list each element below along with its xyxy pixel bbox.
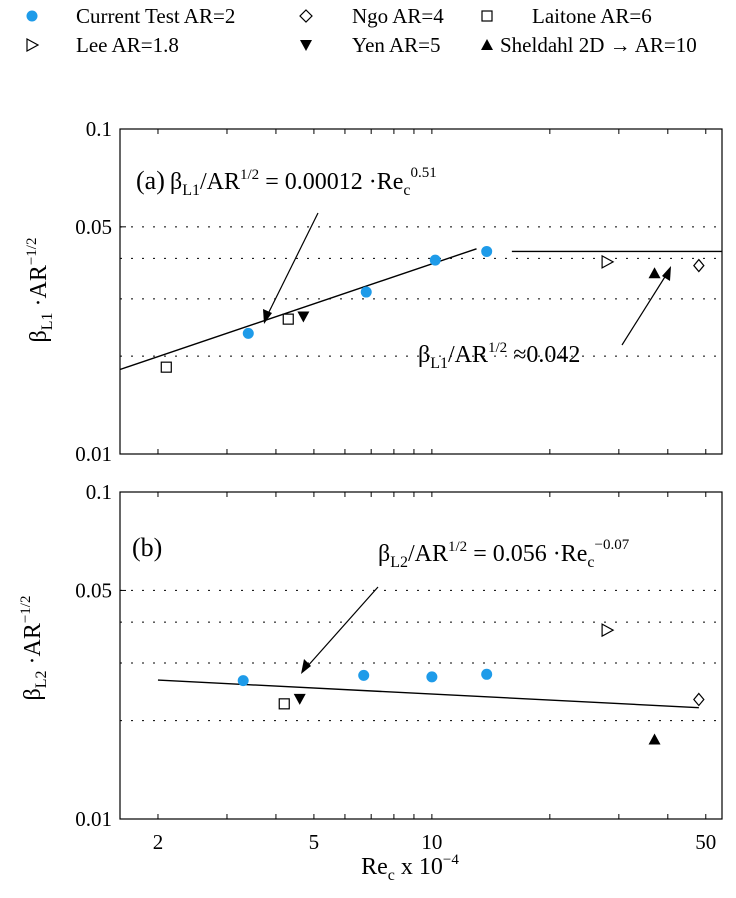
y-tick-label: 0.01	[75, 442, 112, 466]
y-tick-label: 0.05	[75, 215, 112, 239]
data-point-sheldahl	[648, 733, 661, 745]
panel-b-fit-lines	[157, 679, 699, 709]
panel-a-approx-arrow	[621, 266, 671, 346]
panel-b-fit-arrow	[301, 586, 379, 674]
legend-marker-diamond	[299, 9, 313, 23]
panel-a-marks	[160, 245, 705, 373]
data-point-lee	[601, 623, 615, 638]
legend-label: Lee AR=1.8	[76, 33, 179, 57]
legend-item-ngo: Ngo AR=4	[299, 4, 444, 28]
data-point-lee	[601, 254, 615, 269]
legend-marker-triangle-up	[481, 39, 493, 50]
y-tick-label: 0.1	[86, 117, 112, 141]
data-point-laitone	[282, 313, 294, 325]
legend-item-sheldahl: Sheldahl 2D → AR=10	[481, 33, 697, 57]
panel-a-label: (a)	[136, 166, 165, 195]
x-tick-label: 2	[153, 830, 164, 854]
x-tick-label: 10	[421, 830, 442, 854]
panel-a-fit-arrow	[263, 212, 319, 324]
panel-a: 0.01 0.05 0.1 (a) βL1/AR1/2 = 0.00012 ·Rec…	[24, 117, 723, 466]
data-point-laitone	[160, 361, 172, 373]
fit-line	[119, 248, 477, 371]
data-point-current-test	[481, 245, 493, 257]
panel-a-axes-frame	[119, 128, 723, 455]
legend-marker-circle	[26, 10, 38, 22]
legend-label: Ngo AR=4	[352, 4, 444, 28]
data-point-ngo	[693, 258, 705, 273]
data-point-current-test	[429, 254, 441, 266]
data-point-current-test	[237, 675, 249, 687]
x-tick-label: 50	[695, 830, 716, 854]
legend-label: Laitone AR=6	[532, 4, 652, 28]
panel-b-label: (b)	[132, 533, 162, 562]
y-tick-label: 0.05	[75, 578, 112, 602]
data-point-ngo	[693, 692, 705, 707]
panel-a-approx-equation: βL1/AR1/2 ≈0.042	[418, 340, 580, 372]
data-point-yen	[297, 311, 310, 323]
data-point-yen	[293, 693, 306, 705]
legend: Current Test AR=2 Lee AR=1.8 Ngo AR=4 Ye…	[26, 4, 697, 57]
panel-b-x-axis-label: Rec x 10−4	[361, 852, 459, 884]
panel-a-fit-equation: βL1/AR1/2 = 0.00012 ·Rec0.51	[170, 165, 437, 199]
y-tick-label: 0.1	[86, 480, 112, 504]
panel-a-y-axis-label: βL1 ·AR−1/2	[24, 238, 56, 343]
data-point-laitone	[278, 698, 290, 710]
y-tick-label: 0.01	[75, 807, 112, 831]
panel-a-ticks: 0.01 0.05 0.1	[75, 117, 707, 466]
panel-b-marks	[237, 623, 705, 745]
legend-marker-triangle-right	[26, 37, 40, 53]
panel-b-ticks: 0.01 0.05 0.1 2 5 10 50	[75, 480, 716, 854]
x-tick-label: 5	[309, 830, 320, 854]
fit-line	[157, 679, 699, 709]
panel-a-grid	[120, 226, 722, 357]
data-point-current-test	[481, 668, 493, 680]
panel-a-fit-lines	[119, 248, 722, 371]
data-point-sheldahl	[648, 267, 661, 279]
legend-marker-square	[481, 10, 493, 22]
legend-item-lee: Lee AR=1.8	[26, 33, 179, 57]
legend-label: Yen AR=5	[352, 33, 441, 57]
data-point-current-test	[360, 286, 372, 298]
panel-b-y-axis-label: βL2 ·AR−1/2	[18, 596, 50, 701]
legend-label: Current Test AR=2	[76, 4, 235, 28]
legend-marker-triangle-down	[300, 40, 312, 51]
data-point-current-test	[358, 669, 370, 681]
data-point-current-test	[242, 327, 254, 339]
panel-b-axes-frame	[119, 491, 723, 820]
legend-item-yen: Yen AR=5	[300, 33, 441, 57]
panel-b: 0.01 0.05 0.1 2 5 10 50 (b) βL2/AR1/2 = 0.056 …	[18, 480, 723, 884]
panel-b-grid	[120, 589, 722, 722]
data-point-current-test	[426, 671, 438, 683]
panel-b-fit-equation: βL2/AR1/2 = 0.056 ·Rec−0.07	[378, 537, 630, 571]
legend-label: Sheldahl 2D → AR=10	[500, 33, 697, 57]
legend-item-laitone: Laitone AR=6	[481, 4, 652, 28]
legend-item-current-test: Current Test AR=2	[26, 4, 235, 28]
